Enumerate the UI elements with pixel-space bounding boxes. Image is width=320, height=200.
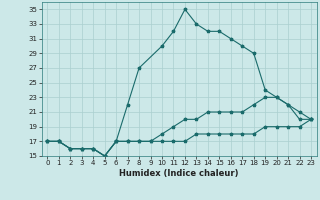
X-axis label: Humidex (Indice chaleur): Humidex (Indice chaleur) [119,169,239,178]
